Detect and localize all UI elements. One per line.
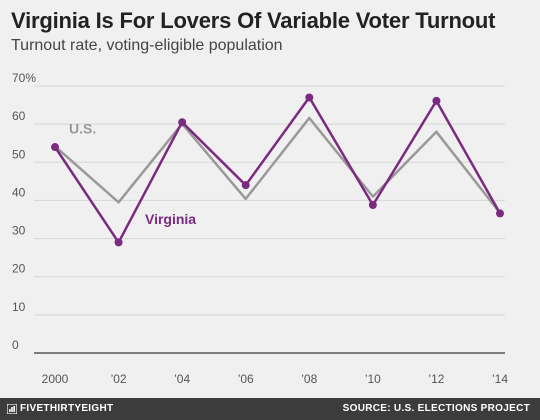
series-label-virginia: Virginia — [145, 211, 196, 227]
footer-source: SOURCE: U.S. ELECTIONS PROJECT — [342, 403, 530, 414]
x-tick-label: ’08 — [301, 372, 317, 386]
series-line-virginia — [53, 96, 502, 244]
fivethirtyeight-logo-icon — [7, 404, 17, 414]
series-label-us: U.S. — [69, 121, 96, 137]
x-tick-label: ’10 — [365, 372, 381, 386]
virginia-data-point — [305, 93, 314, 102]
y-tick-label: 20 — [12, 262, 26, 276]
y-tick-label: 10 — [12, 300, 26, 314]
series-line-us — [54, 116, 501, 214]
x-tick-label: ’04 — [174, 372, 190, 386]
virginia-data-point — [368, 201, 377, 210]
x-tick-label: 2000 — [42, 372, 69, 386]
chart-subtitle: Turnout rate, voting-eligible population — [11, 37, 283, 54]
x-tick-label: ’12 — [428, 372, 444, 386]
y-tick-label: 70% — [12, 71, 36, 85]
virginia-data-point — [114, 238, 123, 247]
chart-title: Virginia Is For Lovers Of Variable Voter… — [11, 8, 496, 33]
footer-brand: FIVETHIRTYEIGHT — [20, 403, 114, 414]
y-tick-label: 30 — [12, 224, 26, 238]
virginia-data-point — [178, 118, 187, 127]
virginia-data-point — [496, 209, 504, 218]
y-tick-label: 40 — [12, 185, 26, 199]
y-tick-label: 0 — [12, 338, 19, 352]
virginia-data-point — [241, 181, 250, 190]
y-tick-label: 50 — [12, 147, 26, 161]
virginia-data-point — [51, 143, 59, 152]
virginia-data-point — [432, 96, 441, 105]
y-tick-label: 60 — [12, 109, 26, 123]
x-tick-label: ’14 — [492, 372, 508, 386]
x-tick-label: ’06 — [238, 372, 254, 386]
line-chart: 0 10 20 30 40 50 60 70% 2000 ’02 ’04 ’06 ’08 ’10 ’12 ’1… — [12, 71, 508, 386]
x-tick-label: ’02 — [111, 372, 127, 386]
footer-bar: FIVETHIRTYEIGHT SOURCE: U.S. ELECTIONS P… — [0, 398, 540, 420]
